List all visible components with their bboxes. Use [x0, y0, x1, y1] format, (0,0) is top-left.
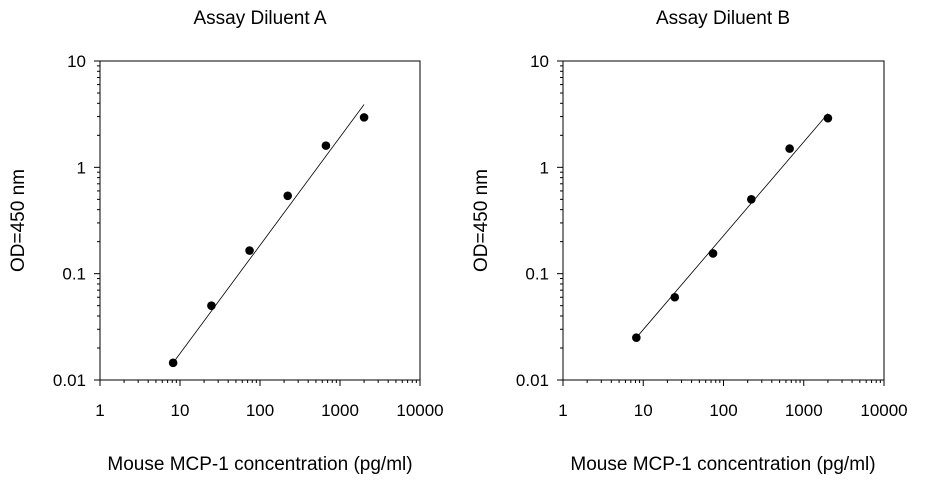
data-point [283, 191, 293, 201]
x-tick-label: 10000 [396, 401, 443, 420]
chart-title: Assay Diluent A [193, 8, 326, 29]
data-point [670, 292, 680, 302]
y-axis-label: OD=450 nm [471, 169, 492, 272]
x-tick-label: 1 [558, 401, 567, 420]
chart-panel-2: Assay Diluent B 1 10 100 1000 10000 0.01 0.1 1 10… [471, 8, 908, 475]
x-tick-label: 100 [709, 401, 737, 420]
fit-line [172, 104, 365, 364]
plot-frame [562, 60, 885, 381]
y-tick-label: 0.01 [516, 371, 549, 390]
x-tick-label: 1000 [785, 401, 823, 420]
data-point [823, 113, 833, 123]
chart-panel-1: Assay Diluent A 1 10 100 1000 10000 0.01 0.1 1 10… [8, 8, 444, 475]
data-point [207, 301, 216, 310]
x-tick-label: 10000 [860, 401, 907, 420]
x-axis-label: Mouse MCP-1 concentration (pg/ml) [570, 454, 875, 475]
data-point [785, 144, 794, 153]
data-point [168, 358, 178, 368]
x-axis-label: Mouse MCP-1 concentration (pg/ml) [107, 454, 412, 475]
data-point [321, 141, 331, 150]
y-tick-label: 10 [67, 52, 86, 71]
x-tick-label: 100 [246, 401, 274, 420]
y-tick-label: 10 [530, 52, 549, 71]
chart-title: Assay Diluent B [656, 8, 790, 29]
x-tick-label: 1000 [321, 401, 359, 420]
data-point [359, 113, 369, 122]
data-point [746, 195, 756, 204]
plot-frame [99, 60, 421, 381]
y-tick-label: 0.1 [525, 265, 549, 284]
y-tick-label: 1 [77, 158, 86, 177]
data-point [708, 249, 718, 258]
fit-line [636, 113, 829, 338]
data-point [632, 333, 641, 342]
x-tick-label: 10 [171, 401, 190, 420]
y-axis-label: OD=450 nm [8, 169, 29, 272]
y-tick-label: 0.01 [53, 371, 86, 390]
y-tick-label: 0.1 [62, 265, 86, 284]
x-tick-label: 10 [634, 401, 653, 420]
x-tick-label: 1 [95, 401, 104, 420]
data-point [245, 246, 254, 255]
y-tick-label: 1 [540, 158, 549, 177]
